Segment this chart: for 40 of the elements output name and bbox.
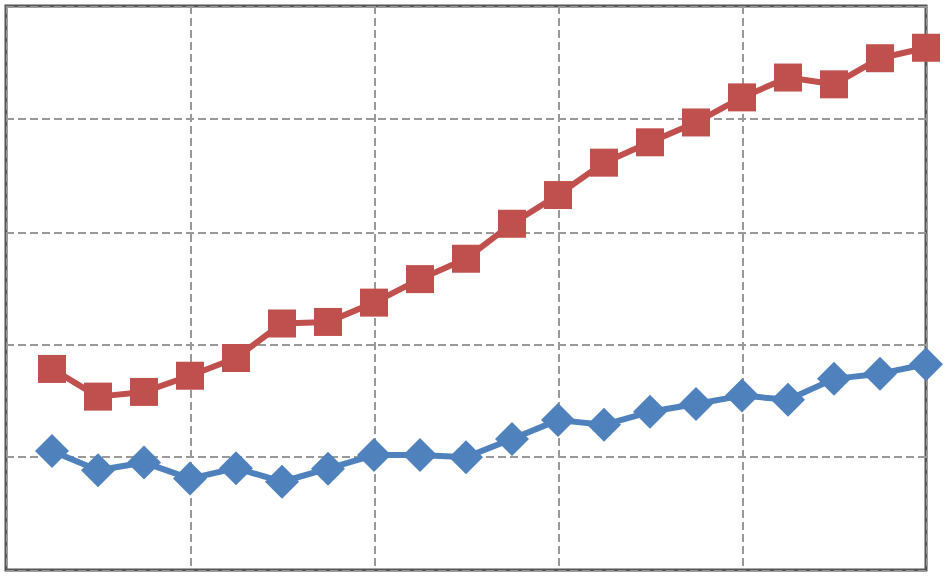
point	[173, 461, 207, 496]
point	[541, 403, 575, 438]
point	[406, 265, 434, 294]
point	[81, 453, 115, 488]
point	[127, 445, 161, 480]
point	[636, 128, 664, 157]
point	[452, 244, 480, 273]
point	[314, 307, 342, 336]
point	[38, 354, 66, 383]
point	[633, 394, 667, 429]
point	[222, 343, 250, 372]
point	[863, 356, 897, 391]
point	[771, 382, 805, 417]
point	[866, 44, 894, 73]
point	[725, 378, 759, 413]
point	[268, 309, 296, 338]
point	[817, 361, 851, 396]
point	[820, 70, 848, 99]
point	[449, 440, 483, 475]
point	[728, 83, 756, 112]
point	[682, 108, 710, 137]
point	[130, 377, 158, 406]
point	[679, 386, 713, 421]
point	[590, 148, 618, 177]
point	[84, 382, 112, 411]
point	[360, 288, 388, 317]
point	[912, 33, 940, 62]
point	[495, 421, 529, 456]
point	[498, 209, 526, 238]
point	[544, 181, 572, 210]
point	[403, 438, 437, 473]
point	[219, 451, 253, 486]
point	[176, 361, 204, 390]
point	[35, 433, 69, 468]
point	[587, 407, 621, 442]
point	[265, 464, 299, 499]
point	[357, 438, 391, 473]
point	[774, 63, 802, 92]
point	[909, 347, 943, 382]
point	[311, 451, 345, 486]
